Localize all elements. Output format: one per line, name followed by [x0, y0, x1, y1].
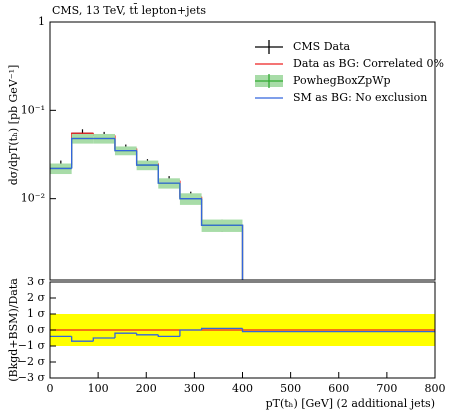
legend-label: SM as BG: No exclusion — [293, 91, 427, 104]
y-tick-label: 10⁻² — [21, 192, 45, 205]
histogram-step — [241, 328, 435, 333]
histogram-step — [179, 183, 202, 200]
histogram-step — [157, 165, 180, 184]
ratio-y-axis-label: (Bkgd+BSM)/Data — [7, 278, 20, 382]
y-tick-label: −3 σ — [18, 371, 46, 384]
x-tick-label: 300 — [184, 382, 205, 395]
x-tick-label: 0 — [47, 382, 54, 395]
histogram-step — [157, 334, 180, 338]
x-tick-label: 600 — [328, 382, 349, 395]
x-tick-label: 400 — [232, 382, 253, 395]
y-tick-label: 0 σ — [27, 323, 45, 336]
y-axis-label: dσ/dpT(tₕ) [pb GeV⁻¹] — [7, 65, 20, 186]
histogram-step — [200, 198, 244, 280]
x-tick-label: 500 — [280, 382, 301, 395]
y-tick-label: −2 σ — [18, 355, 46, 368]
y-tick-label: 3 σ — [27, 275, 45, 288]
y-tick-label: 2 σ — [27, 291, 45, 304]
histogram-step — [200, 196, 244, 280]
histogram-step — [114, 138, 137, 152]
histogram-step — [92, 337, 115, 342]
plot-frame — [49, 21, 436, 281]
histogram-step — [71, 336, 94, 342]
legend-label: PowhegBoxZpWp — [293, 74, 391, 87]
y-tick-label: 1 σ — [27, 307, 45, 320]
histogram-step — [135, 150, 159, 166]
histogram-step — [135, 333, 159, 336]
x-tick-label: 100 — [88, 382, 109, 395]
histogram-step — [200, 198, 244, 280]
legend-label: CMS Data — [293, 40, 351, 53]
y-tick-label: 10⁻¹ — [21, 103, 45, 116]
chart-title: CMS, 13 TeV, tt̄ lepton+jets — [52, 4, 206, 17]
x-tick-label: 800 — [425, 382, 446, 395]
legend-label: Data as BG: Correlated 0% — [293, 57, 444, 70]
x-axis-label: pT(tₕ) [GeV] (2 additional jets) — [266, 397, 435, 410]
x-tick-label: 700 — [376, 382, 397, 395]
plot-frame — [49, 281, 436, 379]
histogram-step — [71, 137, 94, 169]
histogram-step — [114, 332, 137, 338]
histogram-step — [179, 329, 202, 337]
y-tick-label: −1 σ — [18, 339, 46, 352]
x-tick-label: 200 — [136, 382, 157, 395]
y-tick-label: 1 — [38, 15, 45, 28]
histogram-step — [200, 327, 243, 330]
